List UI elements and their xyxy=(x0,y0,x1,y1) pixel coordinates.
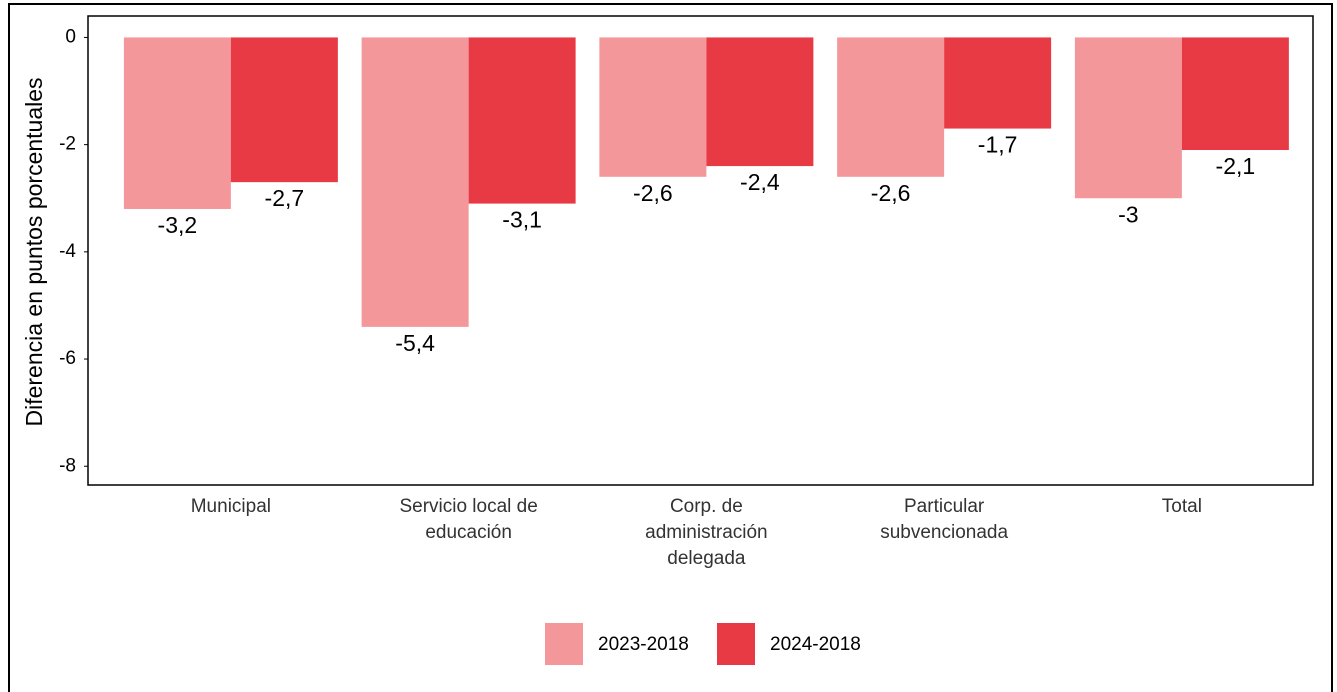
y-axis-label: Diferencia en puntos porcentuales xyxy=(21,77,47,426)
bar xyxy=(230,37,338,183)
bar xyxy=(599,37,707,177)
legend-label: 2024-2018 xyxy=(770,634,861,655)
value-label: -2,6 xyxy=(633,180,673,206)
legend-swatch xyxy=(545,623,583,665)
value-label: -3,2 xyxy=(158,212,198,238)
bar xyxy=(706,37,814,167)
value-label: -5,4 xyxy=(395,330,435,356)
y-tick-label: -2 xyxy=(59,134,76,155)
bar xyxy=(1181,37,1289,150)
y-tick-label: 0 xyxy=(65,26,76,47)
y-tick-label: -6 xyxy=(59,348,76,369)
frame xyxy=(8,3,1333,692)
bar xyxy=(361,37,469,327)
plot-area xyxy=(87,15,1314,486)
value-label: -3,1 xyxy=(502,207,542,233)
value-label: -2,4 xyxy=(740,169,780,195)
x-tick-label: Corp. de administración delegada xyxy=(645,496,768,569)
x-tick-label: Particular subvencionada xyxy=(880,496,1008,543)
x-tick-label: Municipal xyxy=(191,496,271,517)
value-label: -2,7 xyxy=(265,185,305,211)
legend-label: 2023-2018 xyxy=(598,634,689,655)
bar xyxy=(123,37,231,209)
bar xyxy=(1074,37,1182,199)
value-label: -1,7 xyxy=(978,132,1018,158)
y-tick-label: -4 xyxy=(59,241,76,262)
value-label: -3 xyxy=(1118,201,1138,227)
value-label: -2,1 xyxy=(1216,153,1256,179)
bar xyxy=(944,37,1052,129)
legend-swatch xyxy=(717,623,755,665)
bar xyxy=(837,37,945,177)
x-tick-label: Servicio local de educación xyxy=(399,496,537,543)
bar xyxy=(468,37,576,204)
y-tick-label: -8 xyxy=(59,455,76,476)
value-label: -2,6 xyxy=(871,180,911,206)
x-tick-label: Total xyxy=(1162,496,1202,517)
